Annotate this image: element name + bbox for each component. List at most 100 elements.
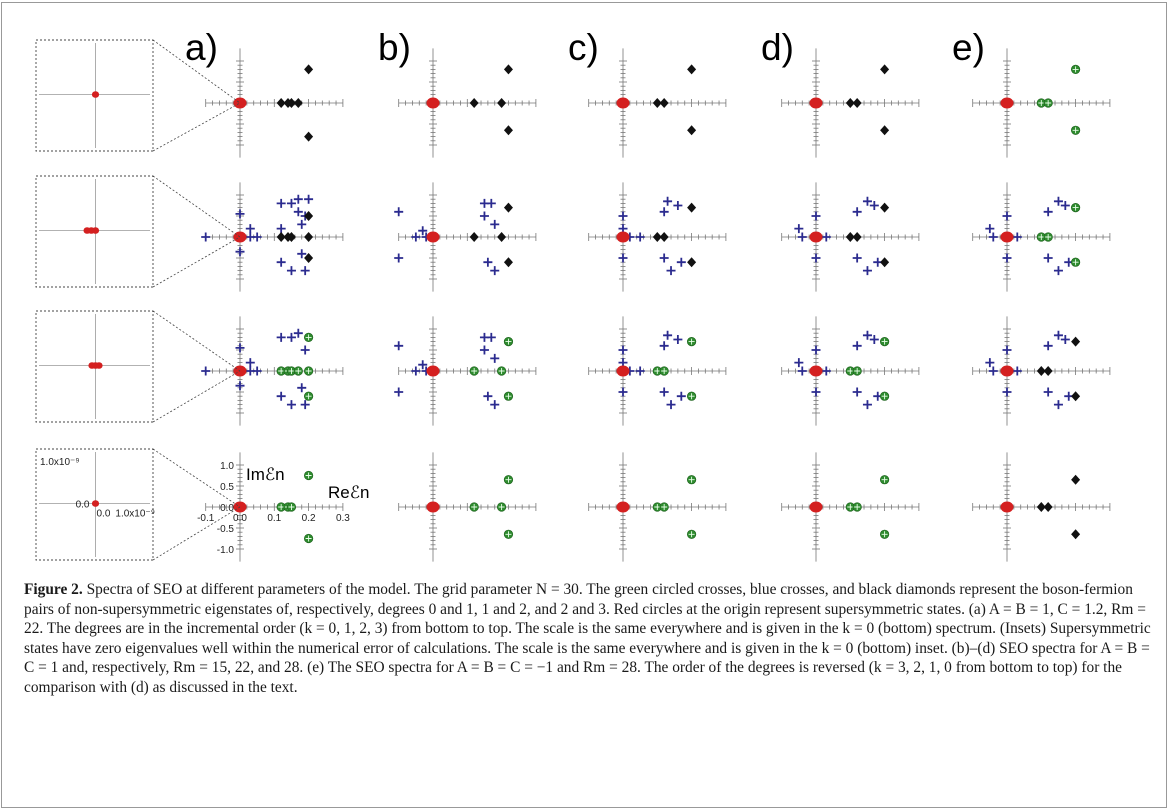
- blue-cross-marker: [988, 232, 998, 242]
- marker-cross: [654, 504, 661, 510]
- x-tick-label: 0.3: [336, 513, 350, 524]
- green-circled-cross-marker: [1070, 257, 1081, 267]
- inset-frame: [35, 39, 154, 152]
- red-circle-marker: [616, 365, 630, 377]
- black-diamond-marker: [286, 232, 296, 242]
- blue-cross-marker: [300, 345, 310, 355]
- green-circled-cross-marker: [304, 533, 314, 544]
- green-circled-cross-marker: [845, 502, 855, 512]
- inset-red-circle: [91, 91, 100, 98]
- blue-cross-marker: [618, 345, 628, 355]
- black-diamond-marker: [880, 257, 890, 268]
- blue-cross-marker: [618, 387, 628, 397]
- green-circled-cross-marker: [659, 502, 669, 512]
- blue-cross-marker: [486, 332, 496, 342]
- marker-cross: [1072, 204, 1079, 211]
- y-tick-label: -1.0: [217, 545, 235, 556]
- blue-cross-marker: [1053, 400, 1063, 410]
- blue-cross-marker: [988, 366, 998, 376]
- blue-cross-marker: [293, 328, 303, 338]
- blue-cross-marker: [1043, 207, 1053, 217]
- red-circle-marker: [233, 97, 247, 109]
- blue-cross-marker: [821, 232, 831, 242]
- blue-cross-marker: [862, 330, 872, 340]
- blue-cross-marker: [1012, 366, 1022, 376]
- blue-cross-marker: [394, 387, 404, 397]
- panel-label: b): [378, 27, 411, 68]
- blue-cross-marker: [201, 366, 211, 376]
- blue-cross-marker: [618, 211, 628, 221]
- blue-cross-marker: [418, 360, 428, 370]
- red-circle-marker: [1000, 365, 1014, 377]
- blue-cross-marker: [297, 249, 307, 259]
- black-diamond-marker: [276, 232, 286, 242]
- figure-plot: a) b) c) d) e)-0.1 0.0 0.1 0.2 0.31.00.50.0-0.5-…: [35, 27, 1111, 562]
- red-circle-marker: [426, 97, 440, 109]
- inset-connector: [152, 236, 241, 288]
- y-axis-label: Imℰn: [246, 465, 285, 484]
- marker-cross: [1045, 100, 1052, 106]
- red-circle-marker: [426, 231, 440, 243]
- blue-cross-marker: [673, 201, 683, 210]
- inset: 1.0x10⁻⁹ 0.0 0.0 1.0x10⁻⁹: [35, 448, 241, 561]
- green-circled-cross-marker: [503, 391, 514, 401]
- marker-cross: [471, 504, 478, 510]
- blue-cross-marker: [663, 196, 673, 206]
- marker-cross: [288, 368, 295, 374]
- blue-cross-marker: [245, 358, 255, 368]
- tick-labels: -0.1 0.0 0.1 0.2 0.31.00.50.0-0.5-1.0: [197, 461, 350, 556]
- marker-cross: [505, 338, 512, 345]
- blue-cross-marker: [252, 366, 262, 376]
- inset-frame: [35, 448, 154, 561]
- blue-cross-marker: [486, 198, 496, 208]
- green-circled-cross-marker: [845, 366, 855, 376]
- blue-cross-marker: [852, 253, 862, 263]
- red-circle-marker: [426, 365, 440, 377]
- blue-cross-marker: [418, 226, 428, 236]
- green-circled-cross-marker: [879, 529, 890, 539]
- blue-cross-marker: [794, 224, 804, 234]
- blue-cross-marker: [252, 232, 262, 242]
- subplot: [398, 452, 537, 562]
- green-circled-cross-marker: [686, 337, 697, 347]
- green-circled-cross-marker: [503, 529, 514, 539]
- inset: [35, 39, 241, 152]
- marker-cross: [881, 393, 888, 400]
- blue-cross-marker: [659, 207, 669, 217]
- inset-tick-label: 1.0x10⁻⁹: [115, 509, 155, 520]
- marker-cross: [854, 504, 861, 510]
- blue-cross-marker: [666, 266, 676, 276]
- blue-cross-marker: [276, 198, 286, 208]
- inset-connector: [152, 310, 241, 372]
- subplot: [781, 48, 920, 158]
- figure-caption: Figure 2. Spectra of SEO at different pa…: [24, 580, 1154, 698]
- blue-cross-marker: [479, 211, 489, 221]
- blue-cross-marker: [869, 335, 879, 344]
- blue-cross-marker: [1053, 330, 1063, 340]
- subplot: [205, 48, 344, 158]
- blue-cross-marker: [304, 194, 314, 204]
- black-diamond-marker: [293, 98, 303, 108]
- green-circled-cross-marker: [1043, 232, 1053, 242]
- inset-red-circle: [91, 500, 100, 507]
- blue-cross-marker: [1060, 201, 1070, 210]
- black-diamond-marker: [880, 125, 890, 136]
- black-diamond-marker: [880, 202, 890, 213]
- blue-cross-marker: [1012, 232, 1022, 242]
- blue-cross-marker: [659, 387, 669, 397]
- inset-connector: [152, 370, 241, 423]
- green-circled-cross-marker: [852, 366, 862, 376]
- green-circled-cross-marker: [497, 502, 507, 512]
- blue-cross-marker: [490, 353, 500, 363]
- blue-cross-marker: [411, 232, 421, 242]
- subplot: [205, 452, 344, 562]
- subplot: [588, 452, 727, 562]
- green-circled-cross-marker: [1070, 64, 1081, 74]
- inset-red-circle: [95, 362, 103, 369]
- blue-cross-marker: [811, 345, 821, 355]
- blue-cross-marker: [286, 332, 296, 342]
- black-diamond-marker: [1071, 391, 1081, 402]
- y-tick-label: 1.0: [220, 461, 234, 472]
- green-circled-cross-marker: [652, 502, 662, 512]
- blue-cross-marker: [297, 219, 307, 229]
